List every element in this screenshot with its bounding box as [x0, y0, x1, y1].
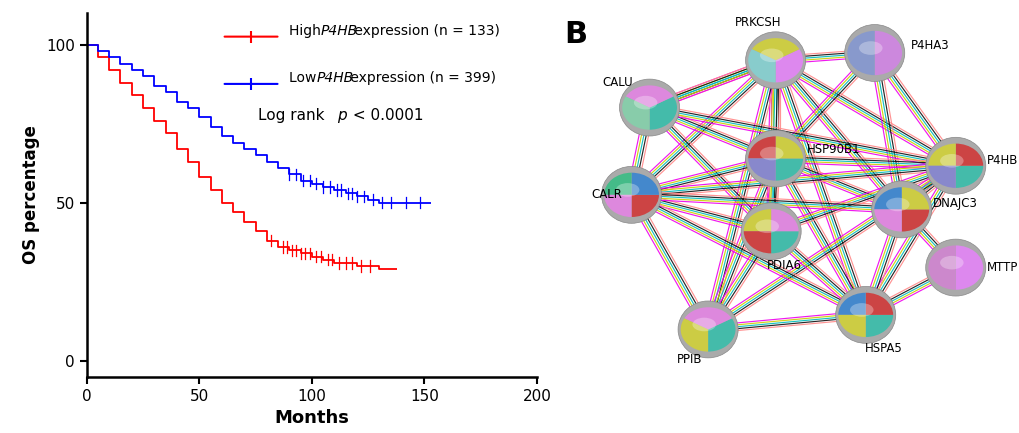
Wedge shape	[626, 85, 673, 107]
Wedge shape	[707, 318, 735, 352]
Text: A: A	[33, 0, 56, 6]
Text: p: p	[336, 107, 345, 123]
Wedge shape	[874, 31, 901, 75]
Text: < 0.0001: < 0.0001	[347, 107, 423, 123]
Text: P4HB: P4HB	[986, 154, 1018, 167]
Ellipse shape	[858, 41, 881, 55]
Ellipse shape	[844, 25, 904, 81]
Ellipse shape	[871, 181, 930, 238]
Text: Low: Low	[289, 71, 321, 85]
Wedge shape	[743, 231, 770, 253]
Wedge shape	[631, 173, 658, 195]
Text: DNAJC3: DNAJC3	[932, 197, 977, 210]
Ellipse shape	[835, 287, 895, 343]
Ellipse shape	[678, 301, 738, 358]
Text: Log rank: Log rank	[258, 107, 329, 123]
Wedge shape	[955, 144, 982, 166]
Wedge shape	[774, 49, 802, 82]
Ellipse shape	[615, 183, 639, 197]
Wedge shape	[603, 173, 631, 195]
Wedge shape	[748, 136, 774, 158]
Ellipse shape	[759, 48, 783, 62]
Wedge shape	[751, 38, 799, 60]
Wedge shape	[748, 158, 774, 181]
Text: PDIA6: PDIA6	[766, 259, 801, 271]
Wedge shape	[748, 49, 774, 82]
Wedge shape	[680, 318, 707, 352]
Ellipse shape	[755, 220, 779, 233]
Text: PRKCSH: PRKCSH	[734, 16, 781, 29]
Wedge shape	[927, 166, 955, 188]
Wedge shape	[838, 315, 865, 337]
Text: High: High	[289, 24, 325, 38]
Text: P4HB: P4HB	[321, 24, 358, 38]
Wedge shape	[865, 293, 893, 315]
Ellipse shape	[849, 303, 872, 317]
Text: CALR: CALR	[590, 188, 622, 201]
Wedge shape	[955, 246, 982, 290]
Wedge shape	[927, 246, 955, 290]
Wedge shape	[865, 315, 893, 337]
Wedge shape	[770, 209, 798, 231]
Ellipse shape	[745, 130, 805, 187]
Wedge shape	[838, 293, 865, 315]
Ellipse shape	[886, 197, 909, 211]
Ellipse shape	[925, 137, 984, 194]
Wedge shape	[847, 31, 874, 75]
Text: MTTP: MTTP	[986, 261, 1018, 274]
Wedge shape	[774, 158, 802, 181]
Wedge shape	[927, 144, 955, 166]
Ellipse shape	[745, 32, 805, 89]
Ellipse shape	[925, 239, 984, 296]
Wedge shape	[955, 166, 982, 188]
Wedge shape	[603, 195, 631, 217]
Text: expression (n = 399): expression (n = 399)	[345, 71, 495, 85]
Wedge shape	[901, 210, 928, 232]
Y-axis label: OS percentage: OS percentage	[22, 126, 41, 264]
Text: expression (n = 133): expression (n = 133)	[350, 24, 499, 38]
Text: HSP90B1: HSP90B1	[806, 143, 860, 156]
Text: B: B	[564, 20, 587, 49]
Wedge shape	[622, 97, 649, 130]
Wedge shape	[873, 210, 901, 232]
Ellipse shape	[759, 147, 783, 160]
Ellipse shape	[940, 256, 963, 269]
X-axis label: Months: Months	[274, 409, 348, 427]
Ellipse shape	[633, 96, 657, 110]
Ellipse shape	[940, 154, 963, 168]
Wedge shape	[901, 187, 928, 210]
Wedge shape	[649, 97, 677, 130]
Text: PPIB: PPIB	[677, 353, 702, 366]
Wedge shape	[684, 307, 732, 330]
Ellipse shape	[741, 203, 800, 260]
Ellipse shape	[619, 79, 679, 136]
Text: HSPA5: HSPA5	[864, 342, 902, 355]
Ellipse shape	[692, 318, 715, 331]
Text: P4HA3: P4HA3	[910, 39, 949, 52]
Ellipse shape	[601, 166, 661, 223]
Text: CALU: CALU	[602, 76, 633, 89]
Wedge shape	[873, 187, 901, 210]
Wedge shape	[743, 209, 770, 231]
Wedge shape	[770, 231, 798, 253]
Wedge shape	[774, 136, 802, 158]
Wedge shape	[631, 195, 658, 217]
Text: P4HB: P4HB	[316, 71, 354, 85]
